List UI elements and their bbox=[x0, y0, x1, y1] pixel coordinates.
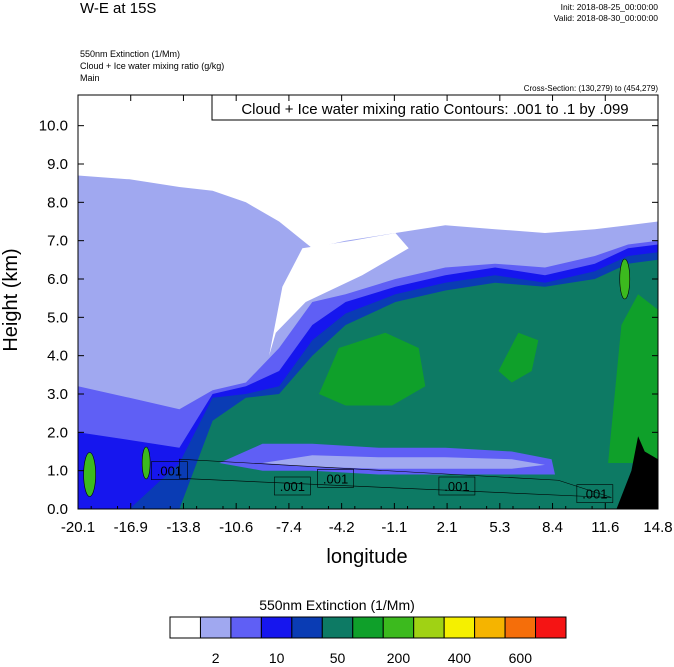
cloud-cell-2 bbox=[141, 446, 151, 480]
x-tick-label-6: -1.1 bbox=[381, 519, 407, 536]
x-axis-label: longitude bbox=[326, 546, 407, 568]
contour-title: Cloud + Ice water mixing ratio Contours:… bbox=[241, 101, 628, 118]
x-tick-label-7: 2.1 bbox=[437, 519, 458, 536]
contour-label-1: .001 bbox=[157, 464, 182, 479]
colorbar-swatch-1 bbox=[199, 616, 232, 639]
terrain-mask bbox=[616, 436, 658, 509]
colorbar-label-3: 200 bbox=[386, 650, 411, 666]
y-tick-label-5: 5.0 bbox=[47, 309, 68, 326]
high-extinction-patch-2 bbox=[498, 332, 539, 383]
init-time: Init: 2018-08-25_00:00:00 bbox=[560, 2, 658, 12]
contour-label-2: .001 bbox=[280, 479, 305, 494]
y-tick-label-4: 4.0 bbox=[47, 348, 68, 365]
y-tick-label-7: 7.0 bbox=[47, 233, 68, 250]
x-tick-label-9: 8.4 bbox=[542, 519, 563, 536]
contour-overlay: .001 .001 .001 .001 .001 bbox=[83, 258, 631, 503]
colorbar-label-1: 10 bbox=[268, 650, 285, 666]
x-tick-label-8: 5.3 bbox=[489, 519, 510, 536]
colorbar-swatch-7 bbox=[382, 616, 415, 639]
colorbar-label-4: 400 bbox=[447, 650, 472, 666]
colorbar-label-2: 50 bbox=[329, 650, 346, 666]
y-axis-label: Height (km) bbox=[0, 248, 22, 351]
contour-label-box-1 bbox=[151, 461, 188, 480]
high-extinction-patch-3 bbox=[608, 294, 658, 463]
colorbar-swatch-9 bbox=[443, 616, 476, 639]
colorbar-swatch-12 bbox=[535, 616, 567, 639]
colorbar-swatch-2 bbox=[230, 616, 262, 639]
x-tick-label-1: -16.9 bbox=[114, 519, 148, 536]
y-tick-label-3: 3.0 bbox=[47, 386, 68, 403]
y-tick-label-8: 8.0 bbox=[47, 194, 68, 211]
x-tick-label-4: -7.4 bbox=[276, 519, 302, 536]
contour-description: Cloud + Ice water mixing ratio (g/kg) bbox=[80, 61, 225, 71]
colorbar-title: 550nm Extinction (1/Mm) bbox=[259, 597, 415, 613]
y-tick-label-1: 1.0 bbox=[47, 463, 68, 480]
x-tick-label-0: -20.1 bbox=[61, 519, 95, 536]
y-tick-label-0: 0.0 bbox=[47, 501, 68, 518]
valid-time: Valid: 2018-08-30_00:00:00 bbox=[553, 13, 658, 23]
cloud-contour-outline bbox=[179, 458, 612, 498]
x-tick-label-5: -4.2 bbox=[329, 519, 355, 536]
colorbar-swatch-8 bbox=[413, 616, 445, 639]
extinction-fill bbox=[78, 95, 658, 509]
colorbar-swatch-10 bbox=[474, 616, 506, 639]
colorbar-swatch-4 bbox=[291, 616, 323, 639]
contour-label-box-3 bbox=[317, 469, 354, 488]
colorbar-label-0: 2 bbox=[211, 650, 220, 666]
terrain-shape bbox=[616, 436, 658, 509]
contour-label-box-2 bbox=[274, 476, 311, 496]
chart-title-main: W-E at 15S bbox=[80, 0, 157, 17]
cloud-cell-1 bbox=[83, 452, 96, 497]
x-tick-label-10: 11.6 bbox=[591, 519, 619, 536]
x-tick-label-2: -13.8 bbox=[166, 519, 200, 536]
field-description: 550nm Extinction (1/Mm) bbox=[80, 49, 181, 59]
cloud-cell-3 bbox=[619, 258, 631, 300]
contour-label-box-5 bbox=[576, 484, 614, 503]
x-tick-label-11: 14.8 bbox=[643, 519, 672, 536]
high-extinction-patch-1 bbox=[319, 332, 426, 406]
y-tick-label-9: 9.0 bbox=[47, 156, 68, 173]
contour-title-box: Cloud + Ice water mixing ratio Contours:… bbox=[211, 94, 659, 121]
boundary-layer-core bbox=[262, 455, 545, 469]
contour-label-box-4 bbox=[438, 476, 476, 496]
contour-label-4: .001 bbox=[444, 479, 469, 494]
y-axis: 0.0 1.0 2.0 3.0 4.0 5.0 6.0 7.0 8.0 9.0 10.0 bbox=[39, 118, 658, 518]
contour-label-3: .001 bbox=[323, 471, 348, 486]
contour-label-5: .001 bbox=[582, 487, 607, 502]
colorbar bbox=[169, 616, 567, 639]
colorbar-label-5: 600 bbox=[508, 650, 532, 666]
y-tick-label-10: 10.0 bbox=[39, 118, 68, 135]
colorbar-swatch-11 bbox=[504, 616, 537, 639]
x-tick-label-3: -10.6 bbox=[219, 519, 253, 536]
colorbar-swatch-0 bbox=[169, 616, 201, 639]
colorbar-swatch-6 bbox=[352, 616, 384, 639]
cross-section-info: Cross-Section: (130,279) to (454,279) bbox=[523, 84, 658, 93]
colorbar-swatch-3 bbox=[260, 616, 293, 639]
y-tick-label-6: 6.0 bbox=[47, 271, 68, 288]
colorbar-swatch-5 bbox=[321, 616, 354, 639]
y-tick-label-2: 2.0 bbox=[47, 424, 68, 441]
clear-air-pocket bbox=[269, 233, 409, 356]
run-name: Main bbox=[80, 73, 100, 83]
x-axis: -20.1 -16.9 -13.8 -10.6 -7.4 -4.2 -1.1 2.1 5.3 8.… bbox=[61, 95, 673, 536]
